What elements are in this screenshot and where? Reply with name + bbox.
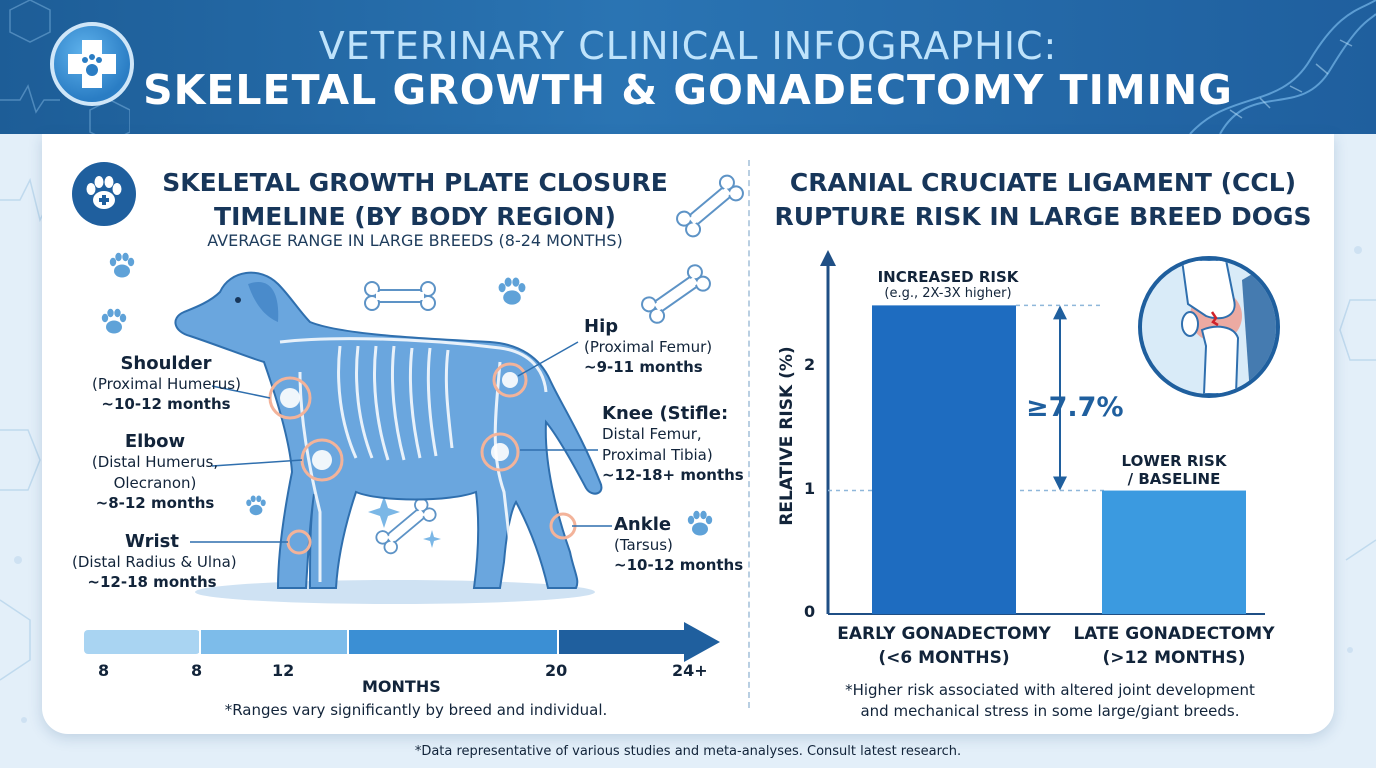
region-name: Wrist (125, 531, 179, 552)
increased-risk-subtitle: (e.g., 2X-3X higher) (884, 286, 1012, 301)
dna-helix-icon (1189, 0, 1376, 134)
timeline-tick: 12 (272, 661, 295, 680)
timeline-tick: 8 (98, 661, 110, 680)
bar-late-gonadectomy (1102, 490, 1246, 614)
label-ankle: Ankle (Tarsus) ~10-12 months (614, 514, 744, 574)
region-detail-2: Olecranon) (113, 474, 197, 492)
y-axis-arrow (820, 250, 836, 266)
ccl-risk-chart: RELATIVE RISK (%) (777, 250, 1265, 615)
header-title-line2: SKELETAL GROWTH & GONADECTOMY TIMING (143, 66, 1233, 114)
category-label-line: EARLY GONADECTOMY (837, 624, 1051, 644)
region-detail: (Proximal Femur) (584, 338, 713, 356)
vet-logo-icon (50, 22, 134, 106)
dog-skeleton-illustration (174, 271, 603, 604)
region-detail: (Proximal Humerus) (92, 375, 241, 393)
increased-risk-title: INCREASED RISK (877, 268, 1019, 286)
y-tick-label: 1 (804, 478, 816, 498)
knee-joint-icon (1138, 256, 1280, 398)
region-months: ~10-12 months (101, 395, 231, 413)
lower-risk-annotation: LOWER RISK / BASELINE (1084, 452, 1264, 488)
category-label-line: (<6 MONTHS) (878, 648, 1010, 668)
left-footnote: *Ranges vary significantly by breed and … (224, 701, 608, 719)
y-axis-label: RELATIVE RISK (%) (777, 346, 797, 525)
label-elbow: Elbow (Distal Humerus, Olecranon) ~8-12 … (80, 431, 230, 512)
sparkle-icon (423, 530, 441, 548)
section-divider (748, 160, 750, 708)
region-name: Hip (584, 316, 619, 337)
region-detail: (Tarsus) (614, 536, 673, 554)
bar-early-gonadectomy (872, 305, 1016, 614)
bottom-footnote: *Data representative of various studies … (414, 744, 962, 759)
right-footnote-line: and mechanical stress in some large/gian… (860, 702, 1240, 720)
region-months: ~10-12 months (614, 556, 744, 574)
timeline-tick: 24+ (672, 661, 708, 680)
left-section-title: SKELETAL GROWTH PLATE CLOSURE TIMELINE (… (162, 168, 668, 231)
region-months: ~8-12 months (95, 494, 215, 512)
increased-risk-annotation: INCREASED RISK (e.g., 2X-3X higher) (848, 268, 1048, 301)
label-hip: Hip (Proximal Femur) ~9-11 months (584, 316, 734, 376)
region-detail-2: Proximal Tibia) (602, 446, 713, 464)
paw-badge-icon (72, 162, 136, 226)
region-detail: (Distal Humerus, (91, 453, 219, 471)
timeline-arrow (84, 622, 720, 662)
sparkle-icon (368, 496, 400, 528)
timeline-tick: 20 (545, 661, 568, 680)
right-section-title: CRANIAL CRUCIATE LIGAMENT (CCL) RUPTURE … (774, 168, 1312, 231)
region-name: Shoulder (120, 353, 212, 374)
region-detail: (Distal Radius & Ulna) (72, 553, 237, 571)
header-title-line1: VETERINARY CLINICAL INFOGRAPHIC: (318, 24, 1058, 68)
right-footnote: *Higher risk associated with altered joi… (800, 680, 1300, 722)
region-name: Knee (Stifle: (602, 403, 729, 424)
label-shoulder: Shoulder (Proximal Humerus) ~10-12 month… (92, 353, 241, 413)
region-name: Ankle (614, 514, 672, 535)
header-banner: VETERINARY CLINICAL INFOGRAPHIC: SKELETA… (0, 0, 1376, 134)
region-name: Elbow (124, 431, 186, 452)
region-detail: Distal Femur, (602, 425, 702, 443)
label-knee: Knee (Stifle: Distal Femur, Proximal Tib… (602, 403, 744, 484)
lower-risk-title: LOWER RISK (1121, 452, 1227, 470)
risk-difference-label: ≥7.7% (1026, 392, 1124, 423)
region-months: ~9-11 months (584, 358, 703, 376)
region-months: ~12-18 months (87, 573, 217, 591)
y-tick-label: 0 (804, 602, 816, 621)
category-label-late: LATE GONADECTOMY (>12 MONTHS) (1056, 622, 1292, 670)
category-label-line: (>12 MONTHS) (1102, 648, 1246, 668)
region-months: ~12-18+ months (602, 466, 744, 484)
category-label-early: EARLY GONADECTOMY (<6 MONTHS) (826, 622, 1062, 670)
right-footnote-line: *Higher risk associated with altered joi… (845, 681, 1255, 699)
y-tick-label: 2 (804, 355, 816, 375)
left-section-subtitle: AVERAGE RANGE IN LARGE BREEDS (8-24 MONT… (207, 231, 623, 250)
timeline-tick: 8 (191, 661, 203, 680)
lower-risk-title-2: / BASELINE (1127, 470, 1221, 488)
timeline-axis-label: MONTHS (362, 677, 441, 696)
category-label-line: LATE GONADECTOMY (1073, 624, 1275, 644)
label-wrist: Wrist (Distal Radius & Ulna) ~12-18 mont… (72, 531, 237, 591)
difference-arrow (1053, 305, 1067, 491)
